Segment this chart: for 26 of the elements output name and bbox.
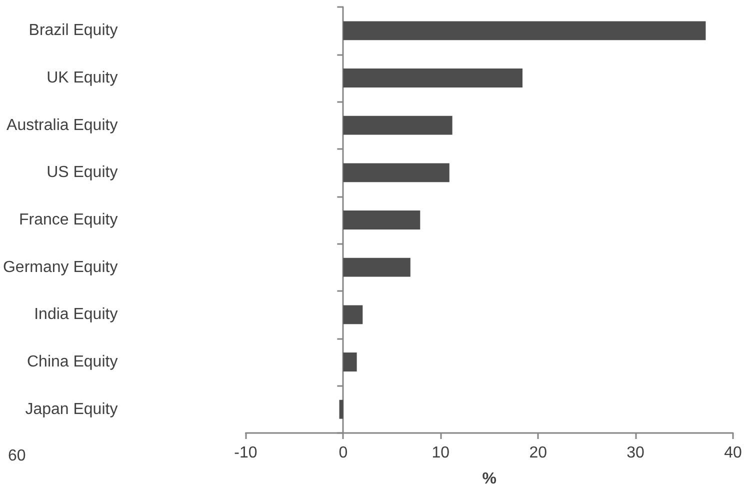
y-tick-label: Japan Equity bbox=[25, 400, 118, 418]
bar bbox=[343, 116, 452, 135]
y-tick-label: Brazil Equity bbox=[28, 22, 118, 40]
y-tick-label: France Equity bbox=[18, 212, 118, 228]
x-axis-title: % bbox=[482, 470, 496, 488]
bar bbox=[339, 400, 344, 419]
bar bbox=[343, 352, 357, 372]
bar bbox=[343, 258, 410, 277]
x-tick-label: -10 bbox=[234, 444, 258, 462]
x-tick-label: 10 bbox=[432, 444, 450, 462]
x-tick-label: 40 bbox=[724, 444, 742, 462]
x-tick-label: 0 bbox=[338, 444, 348, 462]
y-tick-label: US Equity bbox=[46, 164, 118, 182]
bar bbox=[343, 210, 420, 230]
y-tick-label: Australia Equity bbox=[6, 116, 118, 134]
y-tick-label: Germany Equity bbox=[2, 258, 118, 276]
x-tick-label: 30 bbox=[626, 444, 645, 462]
bar bbox=[343, 305, 363, 324]
y-tick-label: China Equity bbox=[26, 354, 118, 370]
bar bbox=[343, 21, 706, 40]
bar bbox=[343, 68, 522, 88]
bar bbox=[343, 163, 450, 182]
y-tick-label: India Equity bbox=[34, 306, 118, 324]
y-tick-label: UK Equity bbox=[46, 70, 118, 86]
x-tick-label: 20 bbox=[529, 444, 548, 462]
text: 60 bbox=[8, 448, 26, 464]
